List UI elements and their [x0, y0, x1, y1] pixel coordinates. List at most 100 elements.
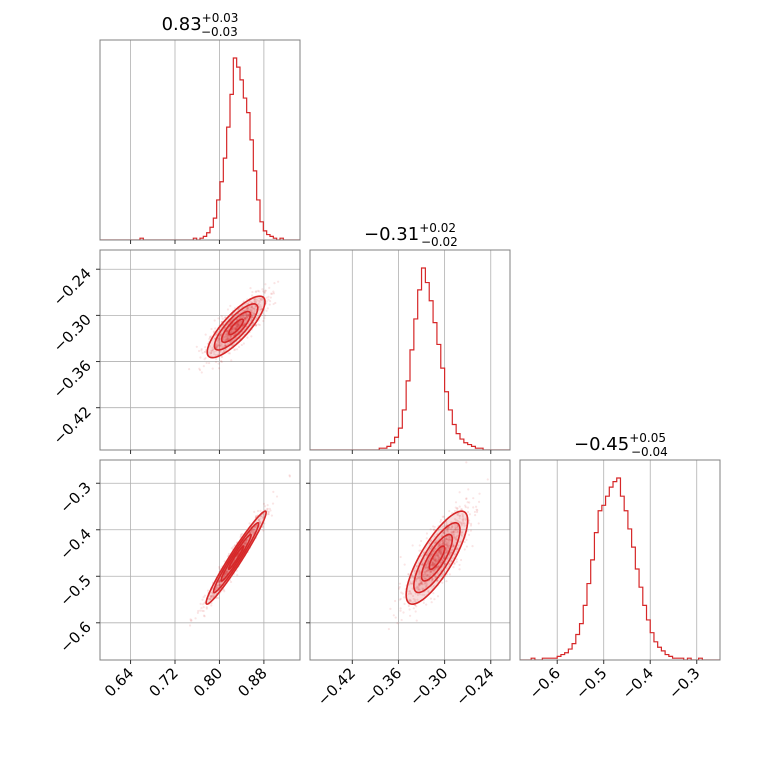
scatter-point [458, 491, 461, 494]
scatter-point [252, 322, 255, 325]
scatter-point [421, 582, 424, 586]
scatter-point [438, 549, 441, 552]
scatter-point [427, 560, 430, 563]
scatter-point [250, 313, 254, 317]
scatter-point [464, 506, 467, 509]
scatter-point [218, 579, 221, 583]
scatter-point [221, 317, 224, 320]
scatter-point [259, 299, 262, 302]
scatter-point [426, 574, 429, 577]
scatter-point [212, 594, 215, 598]
scatter-point [190, 619, 193, 622]
scatter-point [428, 571, 431, 574]
title-0-value: 0.83 [162, 14, 202, 35]
scatter-point [217, 584, 220, 587]
scatter-point [227, 334, 230, 337]
scatter-point [229, 336, 232, 339]
scatter-point [226, 333, 229, 336]
scatter-point [450, 549, 453, 552]
scatter-point [258, 300, 261, 304]
scatter-point [448, 562, 451, 565]
scatter-point [245, 539, 249, 542]
scatter-point [225, 338, 228, 341]
scatter-point [421, 563, 424, 566]
scatter-point [224, 572, 227, 576]
scatter-point [246, 308, 249, 312]
scatter-point [398, 582, 402, 585]
scatter-point [411, 582, 414, 585]
scatter-point [250, 529, 254, 532]
scatter-point [413, 570, 416, 573]
scatter-point [225, 570, 228, 573]
scatter-point [448, 536, 451, 539]
scatter-point [272, 292, 276, 295]
scatter-point [454, 524, 457, 527]
scatter-point [258, 296, 261, 300]
scatter-point [442, 557, 445, 560]
scatter-point [456, 519, 460, 523]
scatter-point [211, 348, 214, 352]
scatter-point [425, 566, 428, 569]
scatter-point [454, 537, 457, 540]
title-param-2: −0.45+0.05 [574, 431, 666, 455]
scatter-point [275, 495, 279, 498]
scatter-point [430, 552, 433, 556]
scatter-point [224, 316, 227, 319]
scatter-point [273, 282, 276, 285]
scatter-point [439, 548, 442, 551]
scatter-point [438, 543, 441, 547]
scatter-point [251, 311, 254, 314]
scatter-point [428, 558, 431, 561]
scatter-point [224, 336, 227, 339]
scatter-point [244, 308, 247, 311]
scatter-point [214, 357, 218, 361]
scatter-point [459, 522, 463, 525]
scatter-point [411, 594, 415, 598]
scatter-point [425, 585, 428, 588]
scatter-point [443, 532, 446, 535]
contour-level-0 [405, 510, 469, 605]
scatter-point [218, 582, 221, 585]
scatter-point [218, 584, 222, 587]
scatter-point [210, 335, 213, 338]
scatter-point [426, 567, 430, 571]
scatter-point [461, 518, 464, 521]
scatter-point [448, 554, 451, 557]
scatter-point [271, 502, 275, 505]
scatter-point [442, 541, 446, 544]
scatter-point [421, 593, 424, 596]
scatter-point [205, 607, 208, 610]
scatter-point [211, 346, 214, 350]
scatter-point [208, 597, 212, 601]
scatter-point [210, 351, 213, 354]
scatter-point [433, 559, 436, 562]
panel-frame [99, 249, 301, 451]
scatter-point [453, 553, 456, 556]
scatter-point [202, 606, 205, 609]
scatter-point [439, 548, 443, 551]
scatter-point [218, 335, 222, 338]
scatter-point [420, 580, 423, 584]
scatter-point [208, 335, 212, 338]
scatter-point [426, 573, 429, 576]
scatter-point [201, 598, 204, 601]
scatter-point [416, 585, 419, 588]
scatter-point [452, 535, 456, 539]
scatter-point [444, 537, 447, 540]
scatter-point [403, 596, 406, 599]
scatter-point [242, 323, 245, 327]
scatter-point [224, 344, 227, 348]
scatter-point [226, 337, 229, 340]
scatter-point [252, 530, 255, 533]
y-tick-label-3: −0.3 [56, 478, 94, 516]
scatter-point [449, 551, 452, 554]
scatter-point [430, 563, 433, 567]
scatter-point [432, 528, 435, 531]
scatter-point [241, 305, 244, 308]
scatter-point [215, 342, 218, 346]
scatter-point [245, 314, 248, 317]
scatter-point [426, 570, 429, 573]
scatter-point [219, 350, 222, 354]
scatter-point [444, 543, 448, 546]
scatter-point [216, 345, 219, 348]
